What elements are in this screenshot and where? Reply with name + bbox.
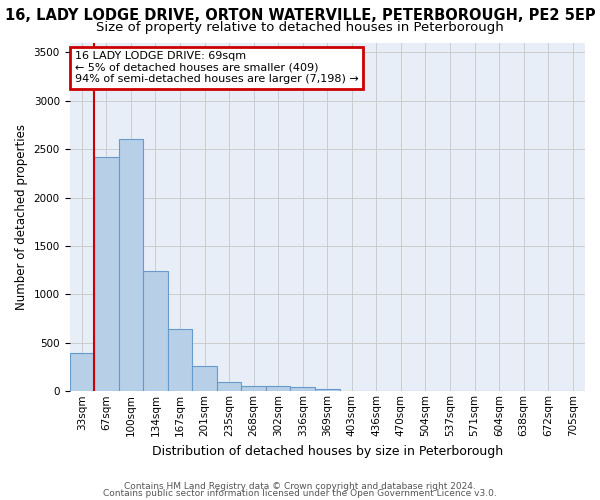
Bar — [290, 388, 315, 392]
Bar — [70, 352, 94, 392]
X-axis label: Distribution of detached houses by size in Peterborough: Distribution of detached houses by size … — [152, 444, 503, 458]
Y-axis label: Number of detached properties: Number of detached properties — [15, 124, 28, 310]
Text: 16 LADY LODGE DRIVE: 69sqm
← 5% of detached houses are smaller (409)
94% of semi: 16 LADY LODGE DRIVE: 69sqm ← 5% of detac… — [74, 51, 358, 84]
Text: Contains public sector information licensed under the Open Government Licence v3: Contains public sector information licen… — [103, 489, 497, 498]
Bar — [94, 157, 119, 392]
Text: Contains HM Land Registry data © Crown copyright and database right 2024.: Contains HM Land Registry data © Crown c… — [124, 482, 476, 491]
Bar — [266, 386, 290, 392]
Bar — [217, 382, 241, 392]
Bar — [143, 271, 168, 392]
Text: 16, LADY LODGE DRIVE, ORTON WATERVILLE, PETERBOROUGH, PE2 5EP: 16, LADY LODGE DRIVE, ORTON WATERVILLE, … — [5, 8, 595, 22]
Bar — [192, 366, 217, 392]
Bar — [315, 389, 340, 392]
Bar — [119, 140, 143, 392]
Bar — [241, 386, 266, 392]
Bar — [168, 330, 192, 392]
Text: Size of property relative to detached houses in Peterborough: Size of property relative to detached ho… — [96, 21, 504, 34]
